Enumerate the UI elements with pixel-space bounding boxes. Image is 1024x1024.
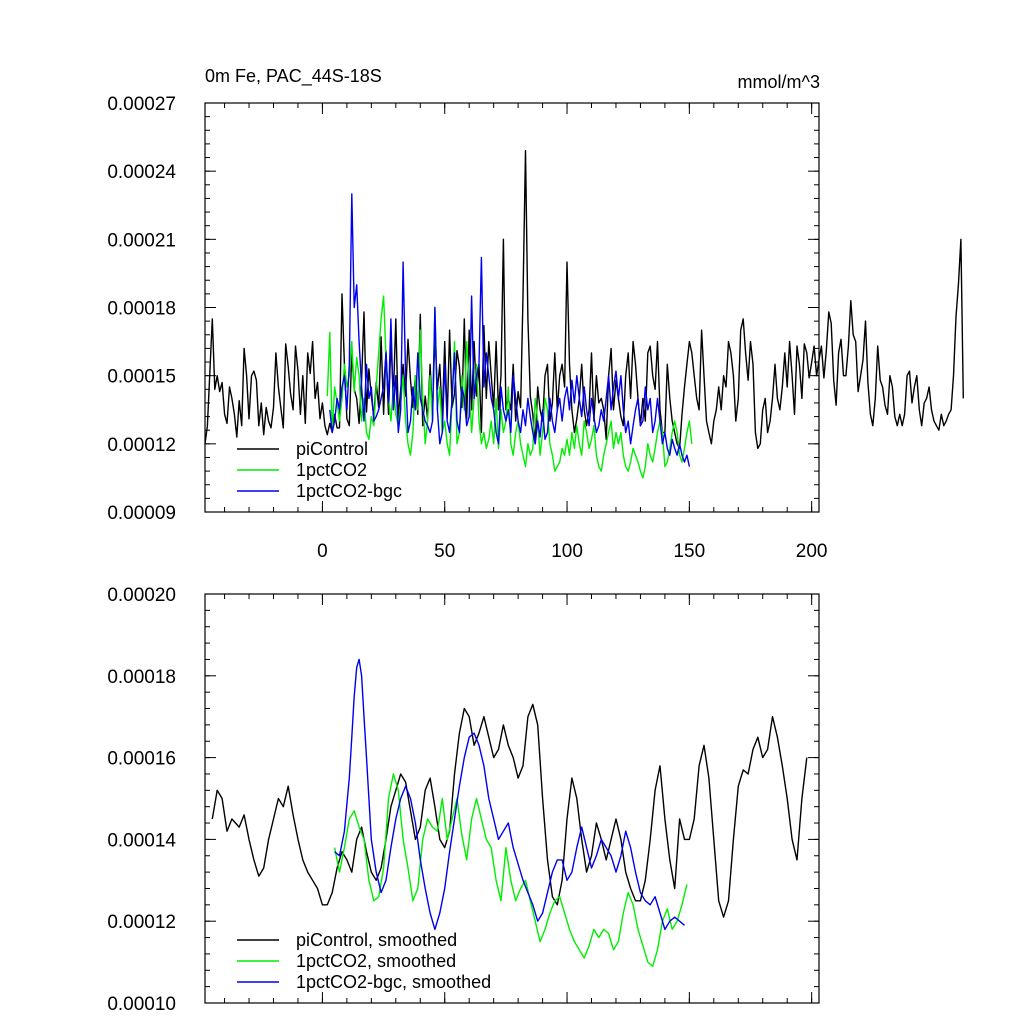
series-line-picontrol-smoothed [211,703,808,918]
top-ytick-label: 0.00009 [107,503,176,524]
bottom-chart: 0.00010 0.00012 0.00014 0.00016 0.00018 0.000… [107,585,820,1015]
legend-label-1pctco2-smoothed: 1pctCO2, smoothed [296,951,456,971]
bottom-ytick-label: 0.00010 [107,994,176,1015]
top-ytick-label: 0.00024 [107,162,176,183]
bottom-legend: piControl, smoothed 1pctCO2, smoothed 1p… [237,930,491,992]
top-ytick-label: 0.00021 [107,230,176,251]
top-xtick-label: 100 [551,541,583,562]
legend-label-picontrol-smoothed: piControl, smoothed [296,930,457,950]
bottom-ytick-label: 0.00014 [107,830,176,851]
legend-label-1pctco2-bgc: 1pctCO2-bgc [296,481,402,501]
top-ytick-label: 0.00018 [107,299,176,320]
series-line-picontrol [204,150,964,450]
series-line-1pctco2-smoothed [333,773,688,967]
top-xtick-label: 50 [434,541,455,562]
chart-title: 0m Fe, PAC_44S-18S [205,66,382,87]
legend-label-1pctco2-bgc-smoothed: 1pctCO2-bgc, smoothed [296,972,491,992]
top-chart: 0m Fe, PAC_44S-18S mmol/m^3 0.00009 0.000… [107,66,964,562]
top-plot-frame [204,102,820,513]
top-xtick-label: 0 [317,541,328,562]
top-xtick-label: 200 [796,541,828,562]
bottom-ytick-label: 0.00012 [107,912,176,933]
top-ytick-label: 0.00012 [107,435,176,456]
bottom-ytick-label: 0.00018 [107,667,176,688]
top-xtick-label: 150 [673,541,705,562]
bottom-ytick-label: 0.00016 [107,749,176,770]
chart-units: mmol/m^3 [738,72,820,92]
series-line-1pctco2-bgc-smoothed [334,658,685,931]
legend-label-picontrol: piControl [296,439,368,459]
legend-label-1pctco2: 1pctCO2 [296,460,367,480]
top-legend: piControl 1pctCO2 1pctCO2-bgc [237,439,402,501]
top-ytick-label: 0.00015 [107,367,176,388]
bottom-ytick-label: 0.00020 [107,585,176,606]
top-ytick-label: 0.00027 [107,94,176,115]
series-line-1pctco2-bgc [329,193,691,467]
bottom-plot-frame [204,593,820,1004]
